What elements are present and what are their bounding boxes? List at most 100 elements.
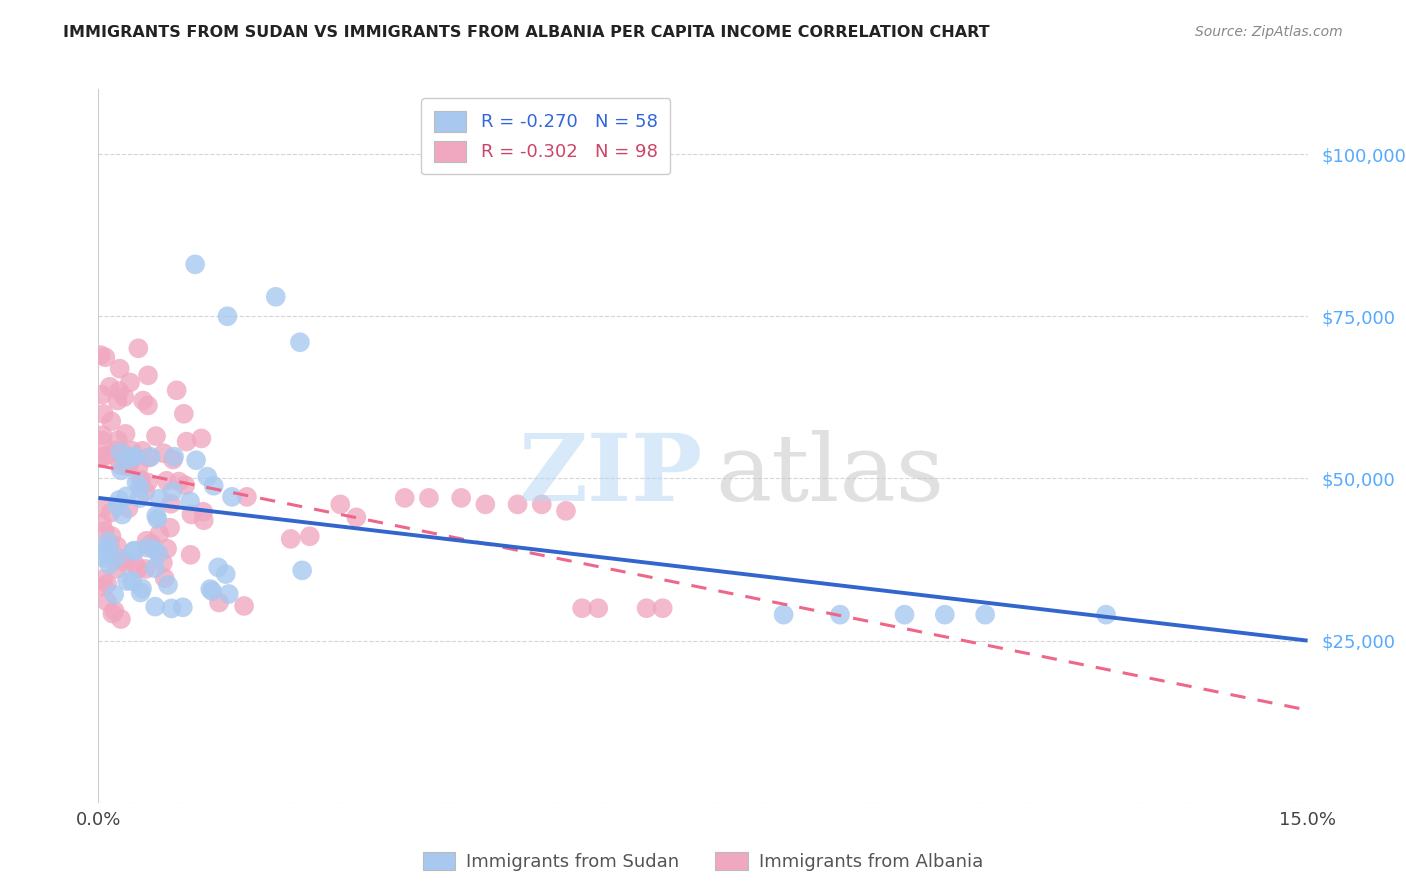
Point — [105, 562, 128, 576]
Point — [111, 508, 134, 522]
Point — [190, 432, 212, 446]
Point — [450, 491, 472, 505]
Point — [184, 257, 207, 271]
Point — [772, 607, 794, 622]
Point — [221, 490, 243, 504]
Point — [100, 506, 122, 520]
Point — [146, 512, 169, 526]
Point — [93, 524, 115, 539]
Point — [97, 534, 120, 549]
Point — [124, 450, 146, 464]
Point — [474, 497, 496, 511]
Point — [418, 491, 440, 505]
Point — [828, 607, 851, 622]
Point — [280, 532, 302, 546]
Point — [110, 445, 132, 459]
Point — [110, 463, 132, 477]
Point — [90, 348, 112, 362]
Point — [103, 587, 125, 601]
Point — [118, 456, 141, 470]
Point — [93, 449, 115, 463]
Point — [100, 414, 122, 428]
Point — [208, 595, 231, 609]
Point — [93, 407, 115, 421]
Point — [298, 529, 321, 543]
Point — [974, 607, 997, 622]
Point — [91, 572, 114, 586]
Point — [90, 387, 112, 401]
Point — [155, 474, 177, 488]
Point — [893, 607, 915, 622]
Point — [506, 497, 529, 511]
Point — [111, 446, 134, 460]
Point — [128, 491, 150, 506]
Point — [134, 484, 156, 499]
Point — [136, 475, 159, 490]
Point — [217, 310, 239, 324]
Point — [136, 398, 159, 412]
Point — [163, 450, 186, 464]
Point — [91, 434, 114, 448]
Point — [138, 450, 160, 465]
Point — [101, 607, 124, 621]
Text: atlas: atlas — [716, 430, 945, 519]
Point — [114, 452, 136, 467]
Point — [172, 600, 194, 615]
Point — [108, 361, 131, 376]
Point — [179, 494, 201, 508]
Point — [136, 368, 159, 383]
Point — [162, 452, 184, 467]
Point — [1095, 607, 1118, 622]
Point — [129, 481, 152, 495]
Point — [148, 491, 170, 506]
Point — [394, 491, 416, 505]
Point — [103, 604, 125, 618]
Point — [218, 587, 240, 601]
Point — [105, 550, 128, 565]
Point — [108, 492, 131, 507]
Point — [121, 574, 143, 588]
Point — [91, 516, 114, 530]
Point — [122, 544, 145, 558]
Point — [127, 562, 149, 576]
Point — [127, 461, 149, 475]
Point — [202, 479, 225, 493]
Point — [143, 599, 166, 614]
Point — [129, 473, 152, 487]
Point — [91, 428, 114, 442]
Point — [173, 407, 195, 421]
Point — [180, 508, 202, 522]
Point — [200, 582, 222, 596]
Point — [100, 529, 122, 543]
Point — [344, 510, 367, 524]
Point — [114, 426, 136, 441]
Point — [555, 504, 578, 518]
Legend: Immigrants from Sudan, Immigrants from Albania: Immigrants from Sudan, Immigrants from A… — [416, 845, 990, 879]
Point — [118, 376, 141, 390]
Point — [586, 601, 609, 615]
Point — [207, 560, 229, 574]
Point — [152, 446, 174, 460]
Point — [97, 448, 120, 462]
Point — [143, 542, 166, 557]
Point — [139, 450, 162, 464]
Point — [115, 458, 138, 473]
Point — [291, 563, 314, 577]
Point — [162, 484, 184, 499]
Point — [160, 601, 183, 615]
Point — [127, 341, 149, 355]
Point — [105, 539, 128, 553]
Text: ZIP: ZIP — [519, 430, 703, 519]
Point — [135, 541, 157, 555]
Point — [124, 450, 146, 464]
Point — [174, 478, 197, 492]
Point — [160, 497, 183, 511]
Point — [153, 571, 176, 585]
Point — [184, 453, 207, 467]
Point — [93, 580, 115, 594]
Point — [110, 458, 132, 472]
Point — [135, 533, 157, 548]
Point — [233, 599, 256, 613]
Point — [124, 543, 146, 558]
Point — [98, 380, 121, 394]
